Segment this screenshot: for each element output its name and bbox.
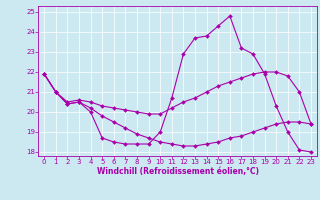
X-axis label: Windchill (Refroidissement éolien,°C): Windchill (Refroidissement éolien,°C) bbox=[97, 167, 259, 176]
